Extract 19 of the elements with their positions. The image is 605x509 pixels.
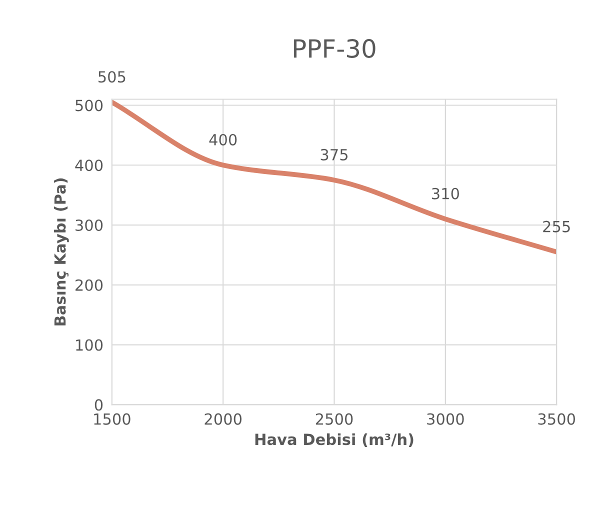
data-label: 310 [432,188,459,200]
chart-title: PPF-30 [294,39,376,58]
y-tick-label: 500 [76,100,103,112]
data-label: 375 [320,148,348,160]
y-tick-label: 400 [75,160,103,172]
x-tick-label: 3000 [427,413,464,425]
data-label: 255 [543,220,570,232]
data-label: 400 [209,134,237,146]
y-axis-title: Basınç Kaybı (Pa) [54,178,69,326]
y-tick-label: 200 [76,279,103,291]
data-label: 505 [98,71,126,83]
x-tick-label: 2000 [204,413,242,425]
x-tick-label: 2500 [316,413,353,425]
y-tick-label: 100 [76,339,103,351]
y-tick-label: 0 [94,399,103,411]
x-axis-title: Hava Debisi (m³/h) [255,433,414,447]
x-tick-label: 1500 [94,413,130,425]
x-tick-label: 3500 [538,413,576,425]
y-tick-label: 300 [76,219,103,232]
